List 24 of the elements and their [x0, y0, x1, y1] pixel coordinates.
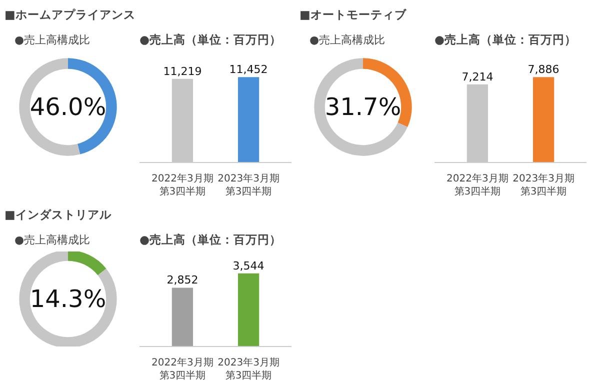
data-label: 11,452	[229, 63, 268, 76]
x-tick-label: 2023年3月期第3四半期	[218, 356, 280, 382]
x-tick-label: 2022年3月期第3四半期	[446, 172, 508, 198]
data-label: 46.0%	[30, 93, 106, 121]
data-label: 3,544	[232, 259, 264, 272]
x-tick-label: 2023年3月期第3四半期	[512, 172, 574, 198]
chart-subtitle: ●売上高構成比	[14, 34, 90, 46]
data-label: 7,886	[528, 63, 560, 76]
chart-title: ●売上高（単位：百万円）	[140, 232, 282, 246]
data-label: 7,214	[462, 70, 494, 84]
x-tick-label: 2023年3月期第3四半期	[218, 172, 280, 198]
chart-title: ■ホームアプライアンス	[4, 8, 136, 22]
data-label: 31.7%	[324, 93, 402, 121]
x-tick-label: 2022年3月期第3四半期	[152, 356, 214, 382]
data-label: 2,852	[166, 274, 198, 287]
x-tick-label: 2022年3月期第3四半期	[152, 172, 214, 198]
data-label: 14.3%	[30, 285, 106, 313]
chart-subtitle: ●売上高構成比	[310, 34, 386, 46]
chart-title: ●売上高（単位：百万円）	[140, 32, 282, 46]
chart-subtitle: ●売上高構成比	[14, 234, 90, 246]
data-label: 11,219	[163, 64, 202, 78]
chart-title: ■オートモーティブ	[300, 8, 408, 22]
chart-title: ●売上高（単位：百万円）	[434, 32, 577, 46]
chart-title: ■インダストリアル	[4, 208, 112, 222]
